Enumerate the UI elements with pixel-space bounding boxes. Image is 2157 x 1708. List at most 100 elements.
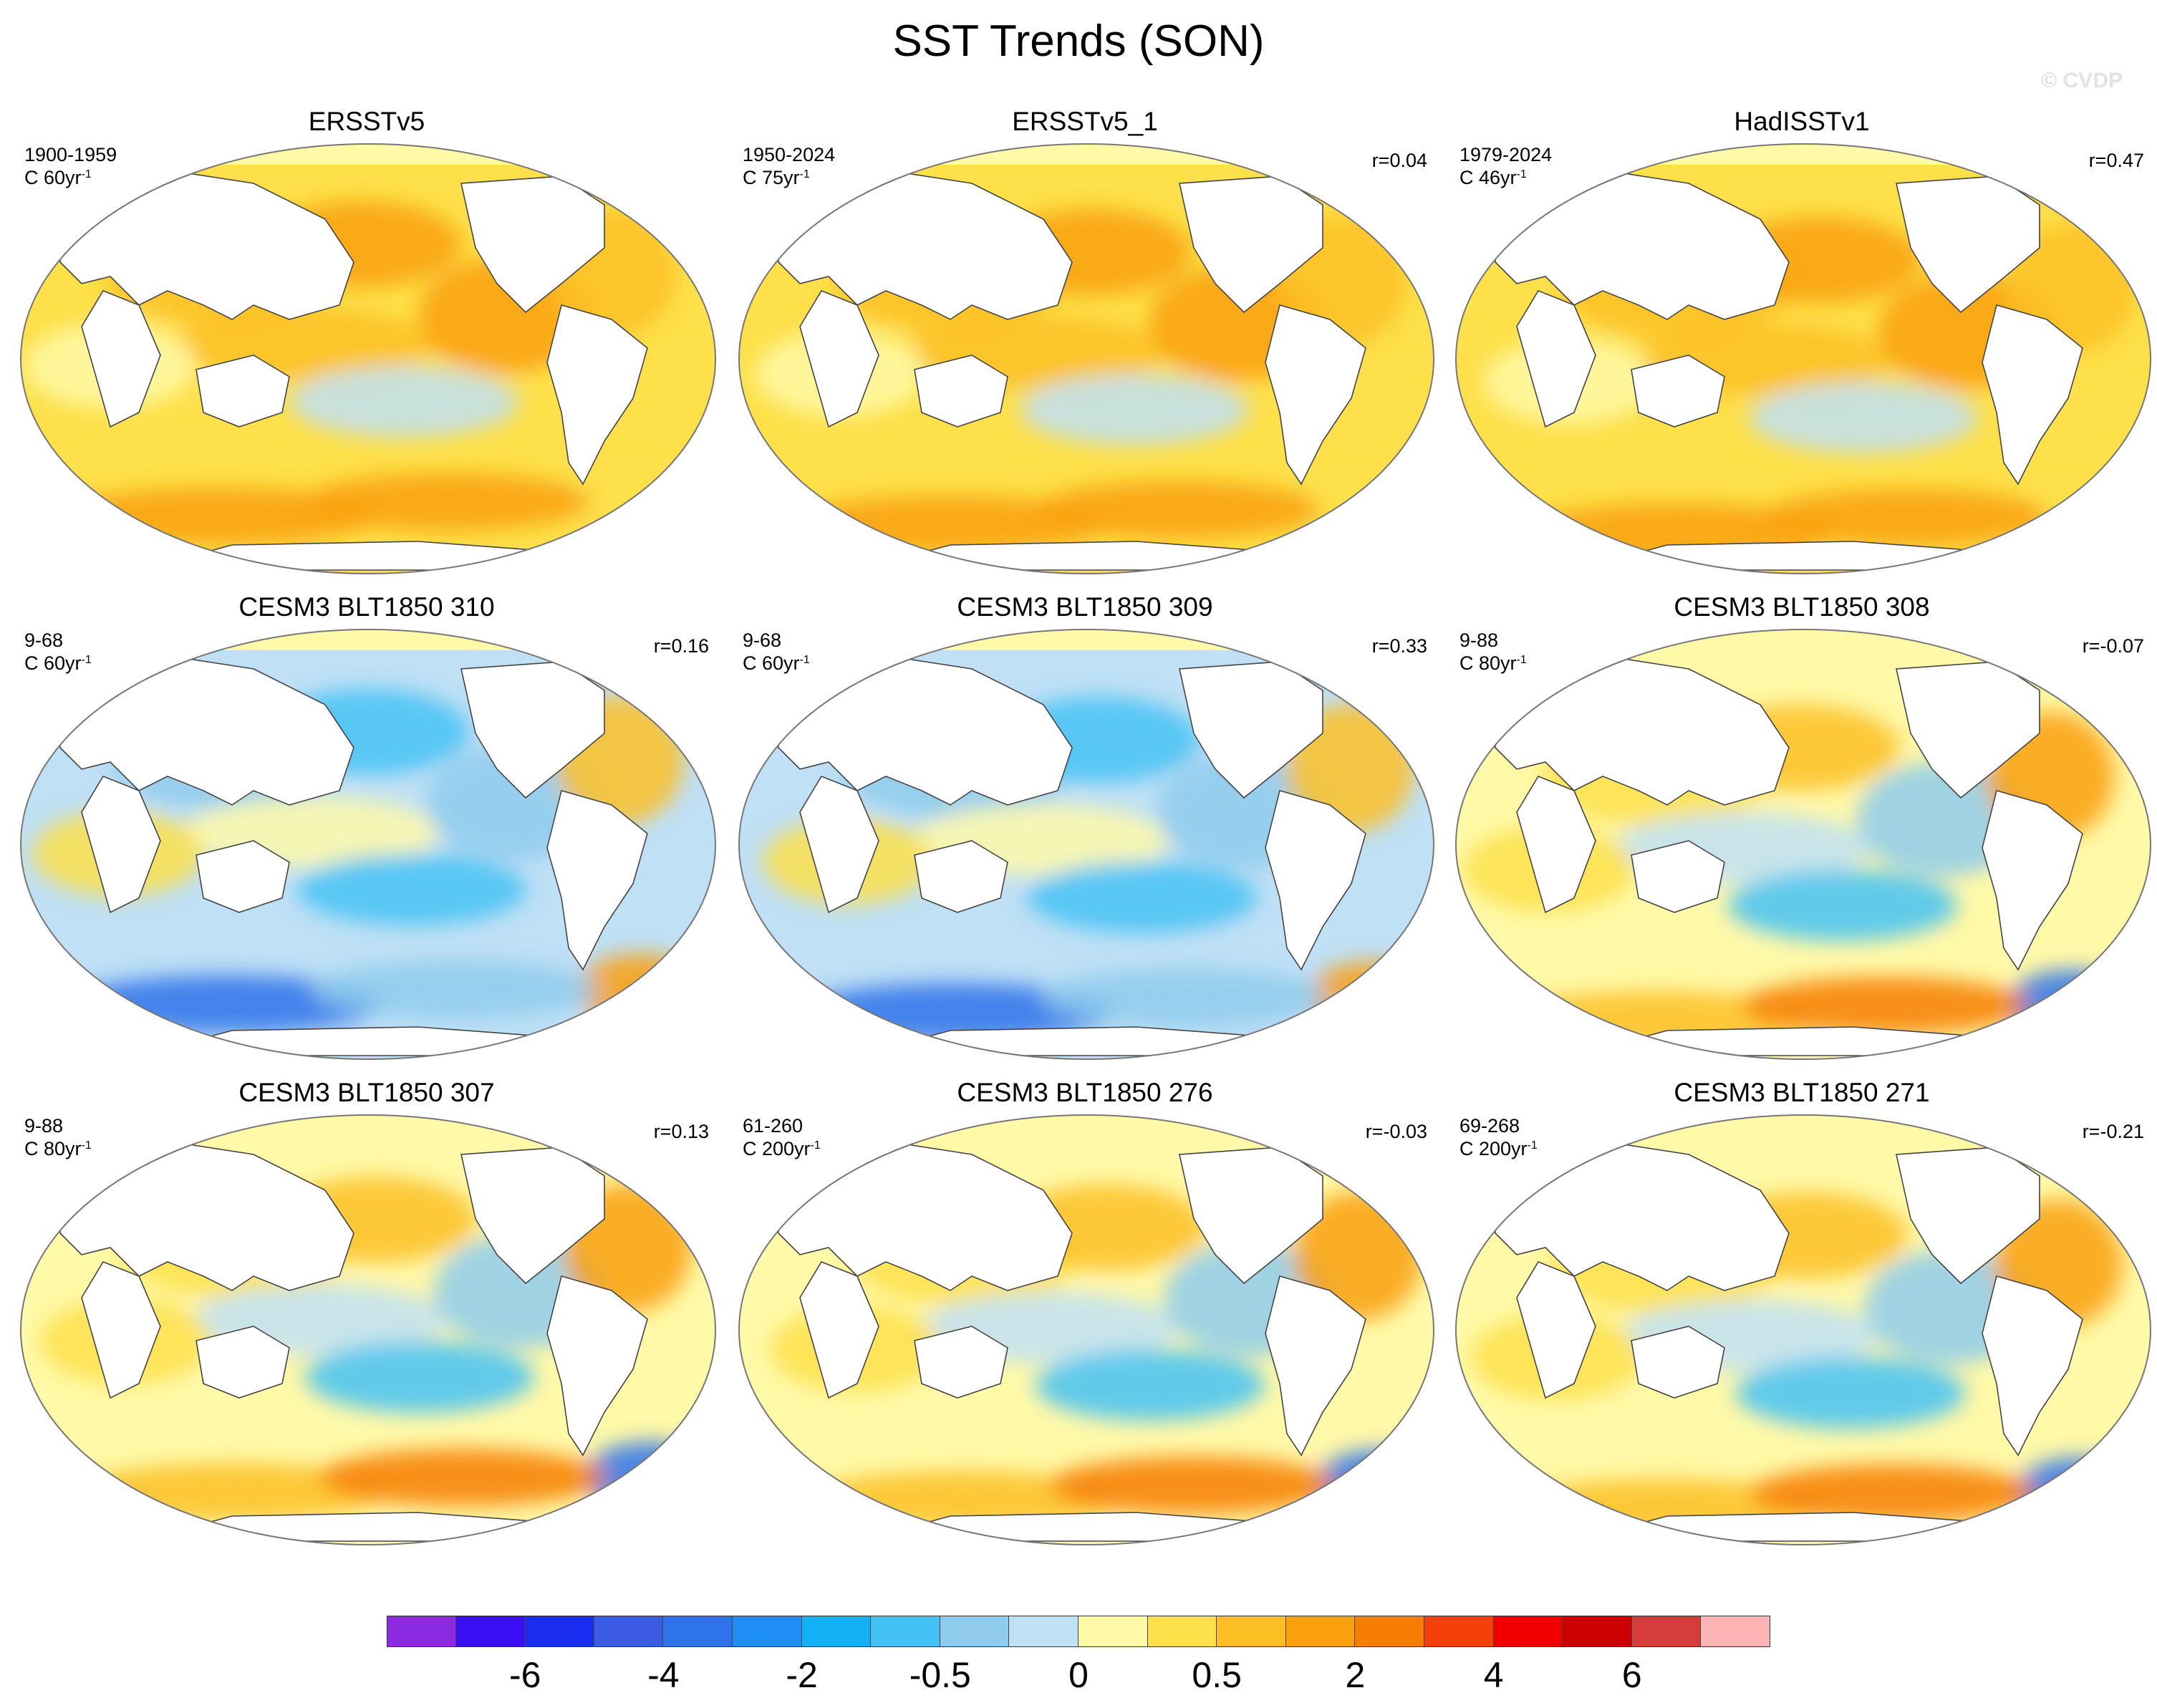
continent-outline	[546, 304, 648, 486]
panel-scale: C 80yr-1	[1459, 652, 1527, 675]
colorbar-tick-label: 6	[1621, 1655, 1642, 1695]
continent-outline	[546, 1275, 648, 1457]
anomaly-patch	[1742, 977, 2029, 1034]
panel-period: 9-88	[1459, 629, 1499, 651]
continent-outline	[1631, 840, 1725, 913]
colorbar-swatch	[1631, 1616, 1702, 1647]
anomaly-patch	[312, 961, 598, 1018]
continent-outline	[778, 654, 1073, 806]
panel-correlation: r=0.33	[1371, 635, 1427, 657]
colorbar-swatch	[871, 1616, 940, 1647]
anomaly-patch	[1042, 969, 1328, 1026]
panel-scale-text: C 60yr	[24, 167, 82, 188]
anomaly-patch	[304, 473, 590, 531]
colorbar-swatch	[1701, 1616, 1770, 1647]
continent-outline	[1982, 304, 2083, 486]
map-panel: CESM3 BLT1850 308 9-88 C 80yr-1 r=-0.07	[1444, 592, 2157, 1064]
map-border	[738, 143, 1434, 574]
anomaly-patch	[1763, 489, 2050, 546]
colorbar-swatch	[1355, 1616, 1424, 1647]
colorbar-tick-label: 0	[1068, 1655, 1089, 1695]
panel-correlation: r=-0.07	[2082, 635, 2144, 657]
anomaly-patch	[1020, 374, 1249, 445]
continent-outline	[778, 168, 1073, 320]
panel-scale-text: C 46yr	[1459, 167, 1517, 188]
panel-scale-text: C 60yr	[743, 652, 800, 674]
anomaly-patch	[1749, 382, 1978, 453]
colorbar-swatch	[940, 1616, 1010, 1647]
colorbar-tick-label: -6	[508, 1655, 541, 1695]
anomaly-patch	[1034, 481, 1321, 539]
continent-outline	[799, 290, 879, 428]
panel-correlation: r=0.04	[1371, 150, 1427, 171]
cvdp-watermark: © CVDP	[2041, 69, 2123, 92]
panel-scale-text: C 200yr	[1459, 1138, 1528, 1159]
panel-scale-exponent: -1	[1516, 654, 1527, 666]
continent-outline	[196, 1326, 290, 1399]
colorbar-swatch	[387, 1616, 456, 1647]
panel-scale: C 80yr-1	[24, 1137, 92, 1160]
map-panel: CESM3 BLT1850 310 9-68 C 60yr-1 r=0.16	[9, 592, 725, 1064]
panel-period: 9-68	[24, 629, 64, 651]
panel-scale: C 46yr-1	[1459, 166, 1527, 189]
panel-title: ERSSTv5	[308, 107, 425, 136]
colorbar-swatch	[801, 1616, 872, 1647]
panel-correlation: r=0.13	[653, 1121, 709, 1142]
colorbar-swatch	[663, 1616, 733, 1647]
robinson-map	[738, 629, 1434, 1060]
map-panel: CESM3 BLT1850 309 9-68 C 60yr-1 r=0.33	[727, 592, 1443, 1064]
colorbar-swatch	[1493, 1616, 1563, 1647]
panel-title: CESM3 BLT1850 308	[1674, 592, 1930, 622]
continent-outline	[1982, 1275, 2083, 1457]
colorbar-swatch	[733, 1616, 802, 1647]
anomaly-patch	[1050, 1457, 1336, 1514]
continent-outline	[1265, 304, 1366, 486]
robinson-map	[20, 1114, 716, 1545]
panel-scale-text: C 60yr	[24, 652, 82, 674]
panel-scale: C 60yr-1	[24, 166, 92, 189]
panel-scale-exponent: -1	[799, 168, 810, 180]
map-border	[1455, 629, 2151, 1060]
colorbar-swatch	[1285, 1616, 1356, 1647]
continent-outline	[81, 1261, 161, 1399]
anomaly-patch	[1728, 869, 1957, 941]
colorbar-tick-label: -0.5	[909, 1655, 971, 1695]
robinson-map	[1455, 143, 2151, 574]
map-panel: CESM3 BLT1850 307 9-88 C 80yr-1 r=0.13	[9, 1077, 725, 1550]
panel-scale-exponent: -1	[1527, 1139, 1538, 1152]
anomaly-patch	[319, 1449, 606, 1506]
continent-outline	[1495, 654, 1790, 806]
continent-outline	[1265, 790, 1366, 971]
colorbar-swatch	[1078, 1616, 1148, 1647]
continent-outline	[1631, 354, 1725, 428]
panel-title: CESM3 BLT1850 310	[238, 592, 495, 622]
panel-title: ERSSTv5_1	[1012, 107, 1158, 136]
panel-scale-exponent: -1	[810, 1139, 821, 1152]
map-panel: CESM3 BLT1850 271 69-268 C 200yr-1 r=-0.21	[1444, 1077, 2157, 1550]
continent-outline	[778, 1139, 1073, 1291]
colorbar-tick-label: 4	[1483, 1655, 1504, 1695]
anomaly-patch	[2015, 1457, 2144, 1529]
panel-scale-exponent: -1	[1516, 168, 1527, 180]
continent-outline	[1516, 290, 1596, 428]
panel-period: 69-268	[1459, 1115, 1520, 1137]
continent-outline	[59, 168, 354, 320]
continent-outline	[799, 776, 879, 914]
panel-title: CESM3 BLT1850 307	[238, 1078, 495, 1107]
panel-correlation: r=0.47	[2088, 150, 2144, 171]
panel-scale: C 60yr-1	[24, 652, 92, 675]
colorbar-tick-label: -4	[647, 1655, 680, 1695]
map-panel: CESM3 BLT1850 276 61-260 C 200yr-1 r=-0.03	[727, 1077, 1443, 1550]
anomaly-patch	[305, 1341, 534, 1413]
robinson-map	[20, 629, 716, 1060]
continent-outline	[1495, 168, 1790, 320]
map-panel: ERSSTv5_1 1950-2024 C 75yr-1 r=0.04	[727, 106, 1443, 579]
panel-title: CESM3 BLT1850 276	[957, 1078, 1213, 1107]
anomaly-patch	[1750, 1465, 2037, 1522]
panel-scale-exponent: -1	[81, 1139, 92, 1152]
continent-outline	[1495, 1139, 1790, 1291]
panel-period: 1900-1959	[24, 144, 117, 165]
map-border	[738, 629, 1434, 1060]
panel-correlation: r=0.16	[653, 635, 709, 657]
panel-scale: C 75yr-1	[743, 166, 810, 189]
